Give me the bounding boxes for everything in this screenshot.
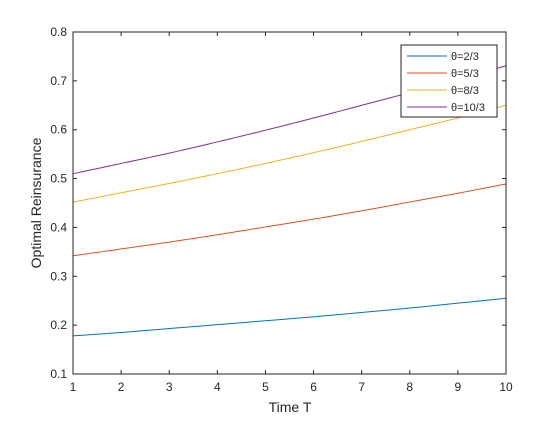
series-line-2	[72, 183, 507, 257]
y-tick-label: 0.8	[50, 25, 67, 39]
x-axis-label: Time T	[269, 399, 312, 415]
y-tick-label: 0.2	[50, 318, 67, 332]
y-tick-label: 0.1	[50, 367, 67, 381]
x-tick-label: 7	[358, 380, 365, 394]
x-tick-label: 6	[310, 380, 317, 394]
x-tick-label: 5	[262, 380, 269, 394]
x-tick-label: 3	[166, 380, 173, 394]
y-tick-label: 0.6	[50, 123, 67, 137]
legend-label-2: θ=5/3	[451, 68, 479, 80]
y-tick-label: 0.5	[50, 172, 67, 186]
x-tick-label: 9	[455, 380, 462, 394]
x-tick-label: 4	[214, 380, 221, 394]
axes-layer: 1 2 3 4 5 6 7 8 9 10 0.1 0.2 0.3 0.4 0.5 0.6 0.7 0.8	[50, 25, 513, 394]
series-layer	[72, 65, 507, 337]
legend-label-1: θ=2/3	[451, 51, 479, 63]
x-tick-label: 2	[118, 380, 125, 394]
series-line-1	[72, 297, 507, 337]
legend-label-3: θ=8/3	[451, 85, 479, 97]
y-tick-label: 0.3	[50, 269, 67, 283]
axes-box	[72, 31, 507, 375]
series-line-3	[72, 104, 507, 203]
y-tick-label: 0.7	[50, 74, 67, 88]
x-tick-label: 8	[406, 380, 413, 394]
x-tick-label: 10	[499, 380, 513, 394]
legend-box	[400, 44, 498, 118]
y-tick-label: 0.4	[50, 220, 67, 234]
legend: θ=2/3 θ=5/3 θ=8/3 θ=10/3	[400, 44, 498, 118]
legend-label-4: θ=10/3	[451, 102, 485, 114]
y-axis-label: Optimal Reinsurance	[28, 137, 44, 268]
x-tick-label: 1	[70, 380, 77, 394]
